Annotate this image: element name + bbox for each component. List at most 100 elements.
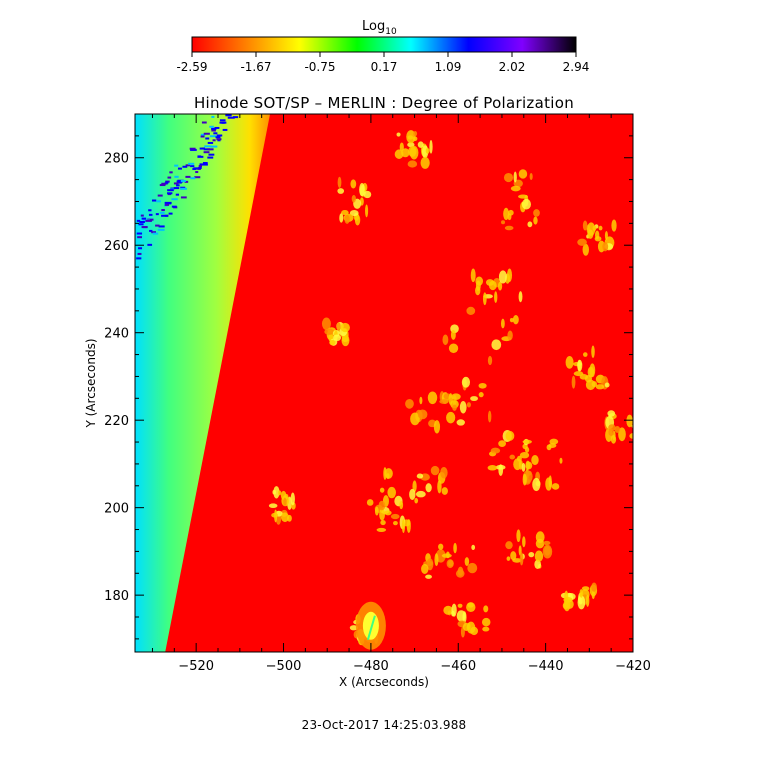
feature-blob — [614, 425, 621, 433]
feature-blob — [350, 179, 357, 189]
feature-blob — [439, 399, 449, 404]
feature-blob — [524, 446, 530, 453]
noise-pixel — [193, 167, 200, 170]
noise-pixel — [164, 203, 170, 206]
feature-blob — [414, 497, 419, 504]
plot-area — [135, 114, 643, 652]
feature-blob — [533, 216, 538, 225]
feature-blob — [498, 464, 504, 476]
feature-blob — [448, 343, 459, 354]
x-tick-label: −420 — [615, 659, 651, 674]
feature-blob — [349, 625, 358, 631]
noise-pixel — [171, 205, 177, 208]
noise-pixel — [176, 184, 180, 187]
noise-pixel — [158, 225, 165, 228]
feature-blob — [506, 556, 511, 561]
colorbar-tick-label: -2.59 — [176, 60, 207, 74]
noise-pixel — [174, 175, 179, 178]
feature-blob — [441, 487, 448, 495]
feature-blob — [512, 314, 519, 325]
feature-blob — [466, 402, 471, 408]
noise-pixel — [207, 156, 214, 159]
noise-pixel — [204, 145, 211, 148]
feature-blob — [407, 160, 418, 168]
feature-blob — [324, 328, 335, 335]
noise-pixel — [161, 209, 165, 212]
noise-pixel — [207, 141, 214, 144]
noise-pixel — [209, 135, 217, 138]
feature-blob — [522, 536, 526, 548]
noise-pixel — [190, 148, 197, 151]
noise-pixel — [214, 126, 220, 129]
feature-blob — [637, 433, 643, 437]
feature-blob — [450, 329, 456, 340]
feature-blob — [441, 553, 452, 558]
feature-blob — [359, 183, 365, 197]
feature-blob — [505, 430, 515, 441]
noise-pixel — [173, 187, 180, 190]
feature-blob — [577, 595, 586, 610]
feature-blob — [583, 352, 588, 357]
feature-blob — [466, 602, 476, 613]
feature-blob — [340, 322, 350, 333]
feature-blob — [470, 626, 479, 636]
feature-blob — [451, 610, 455, 617]
feature-blob — [393, 521, 398, 526]
feature-blob — [482, 292, 487, 306]
feature-blob — [549, 438, 559, 445]
noise-pixel — [161, 182, 167, 185]
feature-blob — [529, 173, 533, 180]
feature-blob — [419, 396, 423, 405]
feature-blob — [410, 412, 420, 426]
feature-blob — [503, 172, 514, 183]
feature-blob — [582, 220, 588, 231]
noise-pixel — [137, 236, 143, 239]
noise-pixel — [169, 171, 173, 174]
noise-pixel — [167, 176, 172, 179]
feature-blob — [430, 465, 440, 476]
feature-blob — [464, 557, 470, 566]
feature-blob — [433, 420, 441, 434]
feature-blob — [351, 194, 356, 203]
feature-blob — [589, 363, 596, 378]
feature-blob — [396, 132, 401, 137]
feature-blob — [442, 334, 449, 346]
feature-blob — [573, 371, 584, 377]
feature-blob — [498, 440, 506, 447]
feature-blob — [531, 455, 539, 466]
bright-source-streak — [366, 615, 376, 641]
noise-pixel — [216, 138, 222, 141]
feature-blob — [491, 339, 502, 351]
feature-blob — [604, 382, 610, 388]
noise-pixel — [165, 181, 169, 184]
feature-blob — [384, 510, 392, 516]
noise-pixel — [180, 179, 186, 182]
y-tick-label: 240 — [104, 327, 129, 342]
noise-pixel — [180, 187, 187, 190]
feature-blob — [505, 541, 513, 550]
feature-blob — [341, 337, 349, 343]
limb-noise — [136, 114, 239, 260]
feature-blob — [337, 188, 345, 194]
feature-blob — [475, 286, 481, 296]
feature-blob — [405, 398, 414, 409]
feature-blob — [457, 603, 463, 608]
noise-pixel — [159, 211, 165, 214]
noise-pixel — [141, 217, 147, 220]
feature-blob — [416, 473, 424, 479]
feature-blob — [417, 409, 428, 420]
feature-blob — [272, 489, 277, 495]
feature-blob — [481, 617, 491, 627]
feature-blob — [551, 483, 560, 490]
feature-blob — [406, 130, 416, 144]
noise-pixel — [136, 219, 141, 222]
feature-blob — [577, 359, 583, 372]
noise-pixel — [190, 177, 196, 180]
noise-pixel — [155, 213, 159, 216]
feature-blob — [329, 339, 336, 346]
timestamp: 23-Oct-2017 14:25:03.988 — [302, 718, 467, 732]
x-tick-label: −520 — [178, 659, 214, 674]
feature-blob — [577, 238, 587, 246]
feature-blob — [321, 317, 331, 331]
feature-blob — [376, 527, 387, 532]
